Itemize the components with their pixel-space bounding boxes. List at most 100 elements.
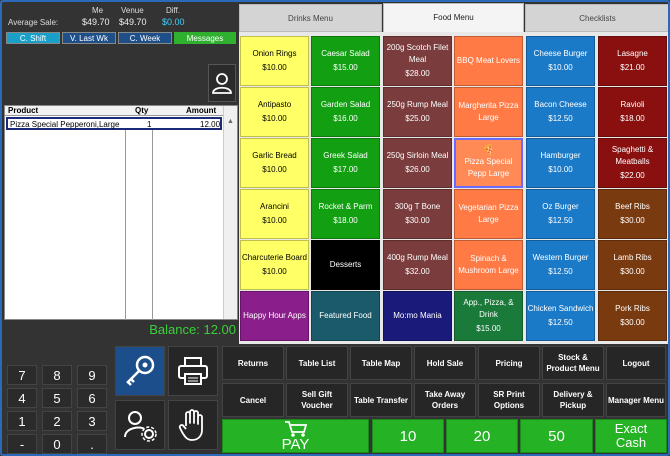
order-row-qty: 1	[147, 120, 152, 129]
menu-item-tile[interactable]: Caesar Salad $15.00	[311, 36, 380, 86]
keypad-key[interactable]: 6	[77, 388, 107, 408]
menu-item-name: Ravioli	[620, 100, 645, 109]
menu-item-tile[interactable]: Beef Ribs $30.00	[598, 189, 667, 239]
pay-button[interactable]: PAY	[222, 419, 369, 453]
menu-item-name: Lamb Ribs	[613, 253, 652, 262]
menu-item-tile[interactable]: Lamb Ribs $30.00	[598, 240, 667, 290]
menu-item-tile[interactable]: 400g Rump Meal $32.00	[383, 240, 452, 290]
current-week-button[interactable]: C. Week	[118, 32, 172, 44]
action-button[interactable]: Pricing	[478, 346, 540, 380]
keypad-key[interactable]: .	[77, 434, 107, 454]
menu-item-tile[interactable]: Arancini $10.00	[240, 189, 309, 239]
keypad-key[interactable]: 4	[7, 388, 37, 408]
menu-item-tile[interactable]: Pork Ribs $30.00	[598, 291, 667, 341]
user-settings-button[interactable]	[115, 400, 165, 450]
action-button[interactable]: Table Transfer	[350, 383, 412, 417]
menu-item-tile[interactable]: 300g T Bone $30.00	[383, 189, 452, 239]
menu-item-tile[interactable]: Spaghetti & Meatballs $22.00	[598, 138, 667, 188]
menu-item-tile[interactable]: Ravioli $18.00	[598, 87, 667, 137]
scroll-up-icon[interactable]: ▲	[227, 118, 234, 125]
menu-item-tile[interactable]: 🍕 Pizza Special Pepp Large	[454, 138, 523, 188]
menu-item-tile[interactable]: BBQ Meat Lovers	[454, 36, 523, 86]
menu-item-name: Rocket & Parm	[318, 202, 373, 211]
menu-item-tile[interactable]: Onion Rings $10.00	[240, 36, 309, 86]
action-button[interactable]: Cancel	[222, 383, 284, 417]
menu-item-tile[interactable]: Hamburger $10.00	[526, 138, 595, 188]
keypad-key[interactable]: 3	[77, 411, 107, 431]
tab-checklists[interactable]: Checklists	[525, 4, 668, 32]
menu-item-tile[interactable]: Featured Food	[311, 291, 380, 341]
key-login-button[interactable]	[115, 346, 165, 396]
menu-item-tile[interactable]: Cheese Burger $10.00	[526, 36, 595, 86]
menu-item-tile[interactable]: App., Pizza, & Drink $15.00	[454, 291, 523, 341]
menu-item-tile[interactable]: Spinach & Mushroom Large	[454, 240, 523, 290]
action-button[interactable]: Take Away Orders	[414, 383, 476, 417]
menu-item-tile[interactable]: Margherita Pizza Large	[454, 87, 523, 137]
tab-drinks-menu[interactable]: Drinks Menu	[239, 4, 382, 32]
amount-column-header: Amount	[186, 106, 217, 115]
menu-item-price: $22.00	[620, 171, 645, 180]
menu-item-price: $10.00	[548, 63, 573, 72]
menu-item-price: $21.00	[620, 63, 645, 72]
messages-button[interactable]: Messages	[174, 32, 236, 44]
menu-item-tile[interactable]: Oz Burger $12.50	[526, 189, 595, 239]
exact-cash-button[interactable]: Exact Cash	[595, 419, 667, 453]
menu-item-tile[interactable]: Happy Hour Apps	[240, 291, 309, 341]
menu-item-name: Garlic Bread	[252, 151, 297, 160]
menu-item-price: $10.00	[262, 63, 287, 72]
current-shift-button[interactable]: C. Shift	[6, 32, 60, 44]
tab-food-menu[interactable]: Food Menu	[383, 3, 524, 33]
action-button[interactable]: Sell Gift Voucher	[286, 383, 348, 417]
menu-item-name: Spaghetti & Meatballs	[611, 145, 654, 166]
order-list-scrollbar[interactable]: ▲	[223, 106, 237, 319]
cash-20-button[interactable]: 20	[446, 419, 518, 453]
keypad-key[interactable]: 1	[7, 411, 37, 431]
menu-item-tile[interactable]: 200g Scotch Filet Meal $28.00	[383, 36, 452, 86]
keypad-key[interactable]: 8	[42, 365, 72, 385]
menu-item-tile[interactable]: Greek Salad $17.00	[311, 138, 380, 188]
stop-button[interactable]	[168, 400, 218, 450]
venue-last-week-button[interactable]: V. Last Wk	[62, 32, 116, 44]
menu-item-price: $28.00	[405, 69, 430, 78]
action-button[interactable]: Table List	[286, 346, 348, 380]
action-button[interactable]: Table Map	[350, 346, 412, 380]
menu-item-tile[interactable]: Garden Salad $16.00	[311, 87, 380, 137]
action-button[interactable]: SR Print Options	[478, 383, 540, 417]
action-button[interactable]: Stock & Product Menu	[542, 346, 604, 380]
menu-item-name: App., Pizza, & Drink	[463, 298, 514, 319]
action-button[interactable]: Logout	[606, 346, 666, 380]
order-row[interactable]: Pizza Special Pepperoni,Large 1 12.00	[6, 117, 222, 130]
menu-item-tile[interactable]: 250g Rump Meal $25.00	[383, 87, 452, 137]
menu-item-tile[interactable]: Vegetarian Pizza Large	[454, 189, 523, 239]
keypad-key[interactable]: 7	[7, 365, 37, 385]
action-button[interactable]: Delivery & Pickup	[542, 383, 604, 417]
menu-item-tile[interactable]: Chicken Sandwich $12.50	[526, 291, 595, 341]
menu-item-name: Greek Salad	[323, 151, 368, 160]
menu-item-tile[interactable]: Antipasto $10.00	[240, 87, 309, 137]
menu-item-tile[interactable]: Garlic Bread $10.00	[240, 138, 309, 188]
menu-item-tile[interactable]: Desserts	[311, 240, 380, 290]
keypad-key[interactable]: 5	[42, 388, 72, 408]
action-button[interactable]: Manager Menu	[606, 383, 666, 417]
menu-item-tile[interactable]: Western Burger $12.50	[526, 240, 595, 290]
keypad-key[interactable]: -	[7, 434, 37, 454]
menu-item-tile[interactable]: Charcuterie Board $10.00	[240, 240, 309, 290]
print-button[interactable]	[168, 346, 218, 396]
menu-item-tile[interactable]: Rocket & Parm $18.00	[311, 189, 380, 239]
action-button[interactable]: Hold Sale	[414, 346, 476, 380]
keypad-key[interactable]: 9	[77, 365, 107, 385]
keypad-key[interactable]: 0	[42, 434, 72, 454]
action-button[interactable]: Returns	[222, 346, 284, 380]
user-button[interactable]	[208, 64, 236, 102]
pay-label: PAY	[281, 436, 310, 453]
menu-item-tile[interactable]: Mo:mo Mania	[383, 291, 452, 341]
column-divider	[125, 130, 126, 320]
menu-item-price: $32.00	[405, 267, 430, 276]
menu-item-tile[interactable]: 250g Sirloin Meal $26.00	[383, 138, 452, 188]
keypad-key[interactable]: 2	[42, 411, 72, 431]
cash-50-button[interactable]: 50	[520, 419, 593, 453]
menu-item-tile[interactable]: Bacon Cheese $12.50	[526, 87, 595, 137]
menu-item-tile[interactable]: Lasagne $21.00	[598, 36, 667, 86]
cash-10-button[interactable]: 10	[372, 419, 444, 453]
menu-item-name: Featured Food	[319, 311, 372, 320]
